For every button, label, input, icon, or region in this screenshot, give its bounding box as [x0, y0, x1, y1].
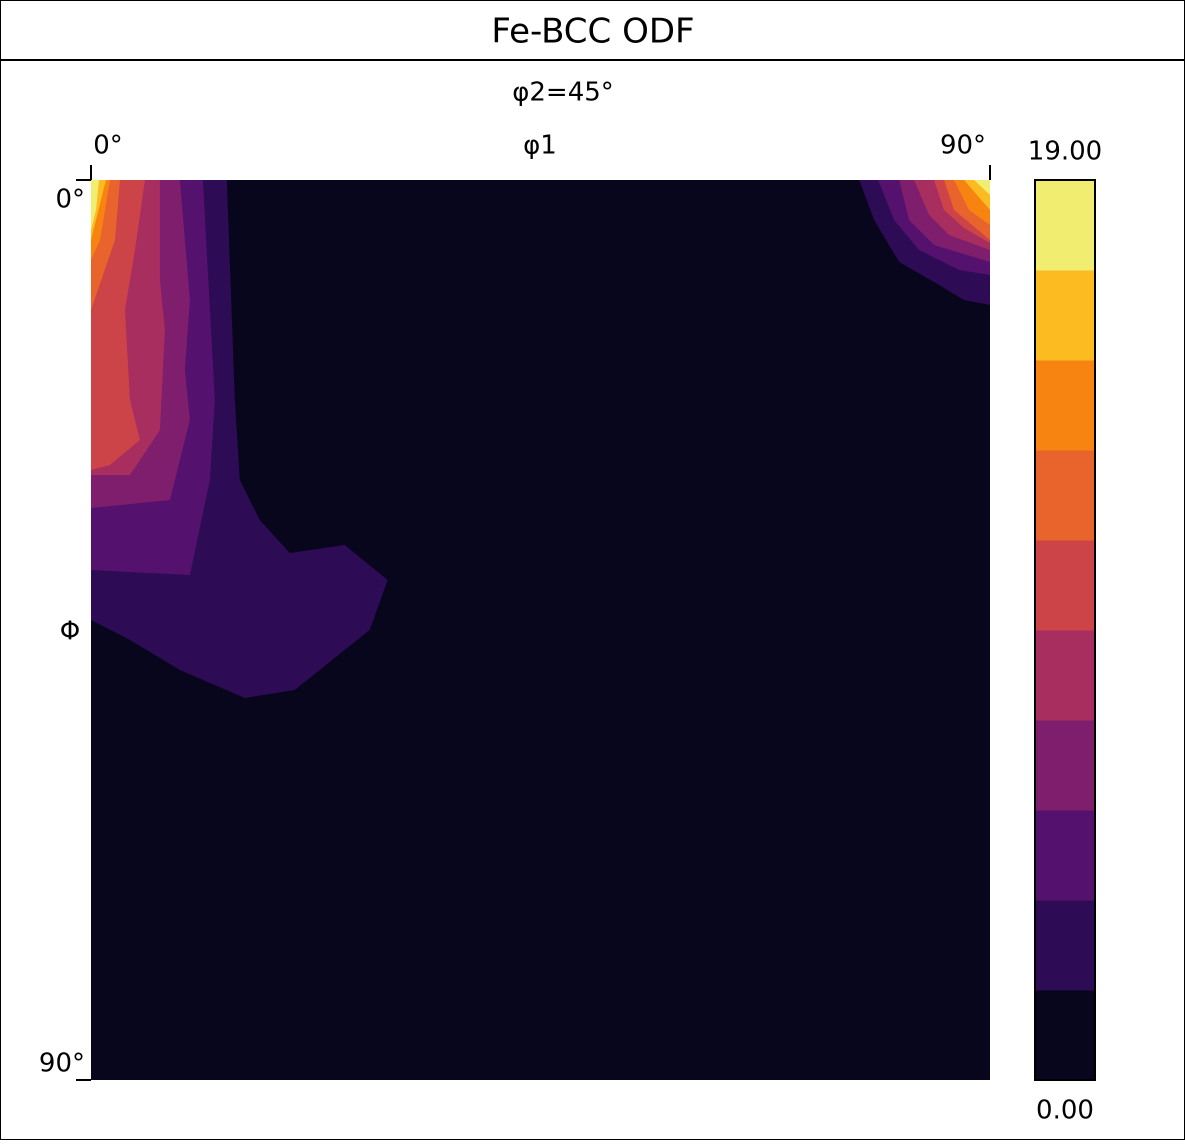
colorbar-band [1035, 990, 1095, 1081]
colorbar-band [1035, 810, 1095, 901]
colorbar-frame [1034, 179, 1096, 1081]
y-axis-label: Φ [60, 617, 80, 647]
contour-region [974, 180, 990, 195]
x-tick-label: 90° [940, 131, 986, 161]
subtitle: φ2=45° [512, 78, 614, 108]
y-tick-label: 0° [55, 185, 85, 215]
contour-region [91, 180, 99, 230]
colorbar-tick-label: 19.00 [1028, 137, 1102, 167]
colorbar-band [1035, 630, 1095, 721]
colorbar-band [1035, 360, 1095, 451]
colorbar-band [1035, 540, 1095, 631]
x-axis-label: φ1 [523, 131, 557, 161]
colorbar-band [1035, 720, 1095, 811]
colorbar-band [1035, 180, 1095, 271]
y-tick-label: 90° [39, 1049, 85, 1079]
colorbar-band [1035, 900, 1095, 991]
x-tick-label: 0° [93, 131, 123, 161]
colorbar-band [1035, 450, 1095, 541]
colorbar-tick-label: 0.00 [1036, 1096, 1094, 1126]
chart-title: Fe-BCC ODF [491, 12, 694, 52]
colorbar-band [1035, 270, 1095, 361]
